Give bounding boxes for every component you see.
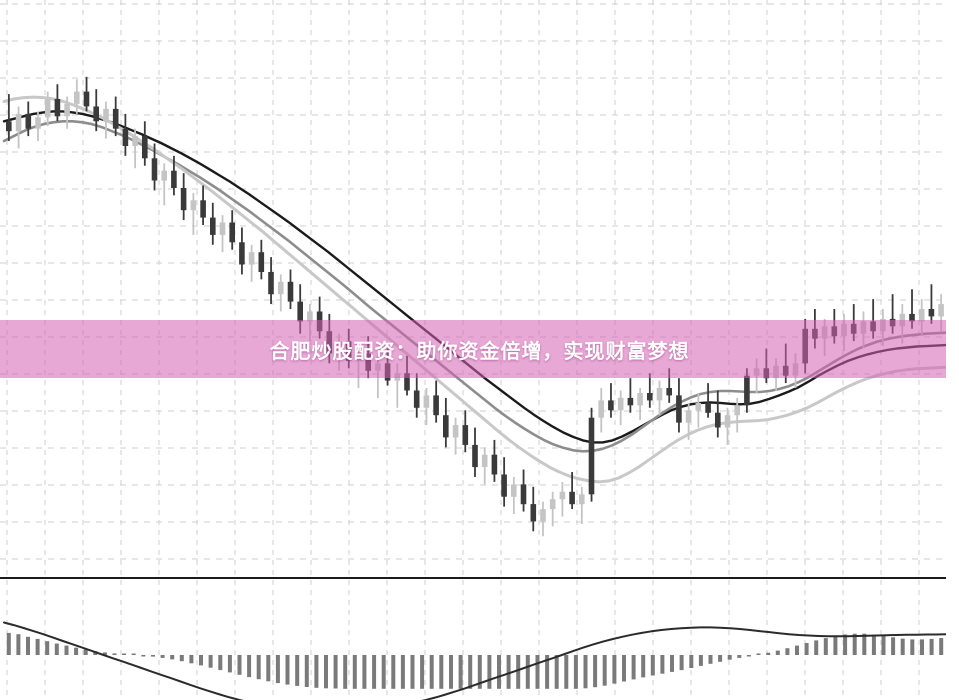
panel-divider <box>0 577 946 579</box>
candlestick-plot <box>2 76 948 537</box>
promo-banner[interactable]: 合肥炒股配资：助你资金倍增，实现财富梦想 <box>0 320 959 378</box>
promo-banner-title: 合肥炒股配资：助你资金倍增，实现财富梦想 <box>269 338 690 363</box>
macd-indicator-panel[interactable] <box>0 580 959 700</box>
macd-histogram-plot <box>3 621 947 700</box>
macd-grid <box>6 580 920 700</box>
right-margin <box>946 0 959 700</box>
price-chart-panel[interactable] <box>0 0 959 578</box>
